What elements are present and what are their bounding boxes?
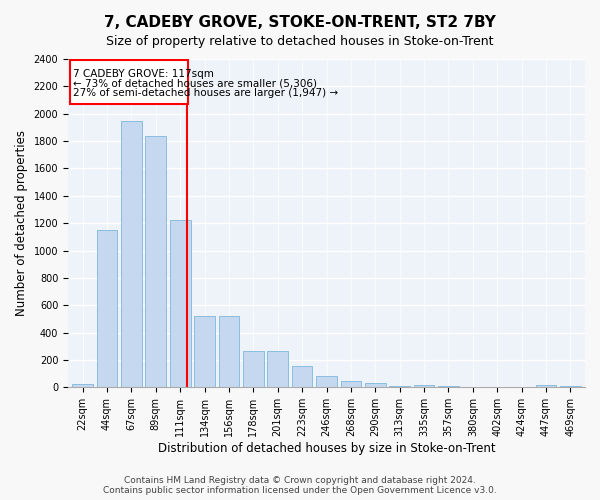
Bar	[145, 136, 166, 388]
Bar	[170, 220, 191, 388]
Text: Size of property relative to detached houses in Stoke-on-Trent: Size of property relative to detached ho…	[106, 35, 494, 48]
Text: 7 CADEBY GROVE: 117sqm: 7 CADEBY GROVE: 117sqm	[73, 68, 214, 78]
Bar	[560, 386, 581, 388]
Bar	[365, 382, 386, 388]
Bar	[121, 120, 142, 388]
Bar	[292, 366, 313, 388]
Bar	[511, 386, 532, 388]
Bar	[72, 384, 93, 388]
Bar	[341, 380, 361, 388]
Bar	[218, 316, 239, 388]
Bar	[243, 351, 264, 388]
Bar	[487, 386, 508, 388]
Bar	[316, 376, 337, 388]
Text: 27% of semi-detached houses are larger (1,947) →: 27% of semi-detached houses are larger (…	[73, 88, 338, 98]
Bar	[194, 316, 215, 388]
Bar	[413, 386, 434, 388]
Bar	[438, 386, 459, 388]
Text: ← 73% of detached houses are smaller (5,306): ← 73% of detached houses are smaller (5,…	[73, 78, 317, 88]
Bar	[463, 386, 483, 388]
Y-axis label: Number of detached properties: Number of detached properties	[15, 130, 28, 316]
Bar	[97, 230, 118, 388]
X-axis label: Distribution of detached houses by size in Stoke-on-Trent: Distribution of detached houses by size …	[158, 442, 496, 455]
FancyBboxPatch shape	[70, 60, 188, 104]
Bar	[536, 386, 556, 388]
Bar	[389, 386, 410, 388]
Bar	[268, 351, 288, 388]
Text: 7, CADEBY GROVE, STOKE-ON-TRENT, ST2 7BY: 7, CADEBY GROVE, STOKE-ON-TRENT, ST2 7BY	[104, 15, 496, 30]
Text: Contains HM Land Registry data © Crown copyright and database right 2024.
Contai: Contains HM Land Registry data © Crown c…	[103, 476, 497, 495]
